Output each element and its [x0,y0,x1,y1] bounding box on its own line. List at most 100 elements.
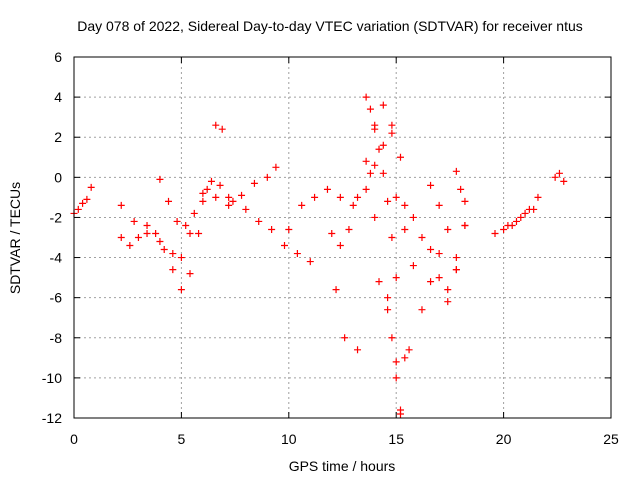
data-point [461,221,469,229]
data-point [504,221,512,229]
data-point [392,358,400,366]
data-point [375,145,383,153]
data-point [530,205,538,213]
series-13 [452,167,469,205]
data-point [392,274,400,282]
data-point [379,101,387,109]
data-point [285,225,293,233]
y-tick-label: -8 [50,330,63,346]
data-point [427,246,435,254]
data-point [371,213,379,221]
x-tick-label: 25 [603,431,619,447]
x-tick-label: 0 [70,431,78,447]
series-7 [328,101,396,250]
data-point [281,242,289,250]
data-point [323,185,331,193]
data-point [216,181,224,189]
data-point [452,254,460,262]
x-tick-label: 10 [281,431,297,447]
data-point [143,221,151,229]
y-tick-label: 6 [54,49,62,65]
data-point [560,177,568,185]
data-point [156,175,164,183]
data-point [491,229,499,237]
x-axis-label: GPS time / hours [289,458,396,474]
data-point [156,238,164,246]
data-point [212,121,220,129]
data-point [444,225,452,233]
data-point [268,225,276,233]
y-tick-label: 0 [54,169,62,185]
data-point [225,201,233,209]
data-point [293,250,301,258]
plot-frame [73,56,612,419]
data-point [272,163,280,171]
x-tick-label: 5 [178,431,186,447]
y-axis-label: SDTVAR / TECUs [7,182,23,294]
data-point [435,274,443,282]
data-point [512,217,520,225]
data-point [341,334,349,342]
data-point [409,213,417,221]
data-point [444,286,452,294]
data-point [311,193,319,201]
data-point [396,153,404,161]
data-point [238,191,246,199]
data-point [418,306,426,314]
data-point [366,105,374,113]
data-point [177,286,185,294]
data-point [306,258,314,266]
data-point [392,374,400,382]
chart-title: Day 078 of 2022, Sidereal Day-to-day VTE… [77,18,583,34]
data-point [207,177,215,185]
data-point [435,201,443,209]
x-tick-labels: 0 5 10 15 20 25 [70,431,619,447]
data-point [182,221,190,229]
data-point [345,225,353,233]
data-point [444,298,452,306]
data-point [160,246,168,254]
data-point [384,306,392,314]
data-point [396,410,404,418]
data-point [126,242,134,250]
y-tick-label: 2 [54,129,62,145]
data-point [83,195,91,203]
data-point [366,169,374,177]
data-point [435,250,443,258]
data-point [401,354,409,362]
data-point [79,199,87,207]
data-point [384,294,392,302]
data-point [74,205,82,213]
series-4 [156,175,233,229]
data-point [354,193,362,201]
data-point [521,209,529,217]
data-point [354,346,362,354]
data-point [388,129,396,137]
data-point [452,167,460,175]
series-16 [551,169,568,185]
data-point [177,254,185,262]
data-point [186,229,194,237]
data-point [388,234,396,241]
data-point [165,197,173,205]
axis-ticks [73,56,612,419]
data-point [362,185,370,193]
data-point [409,262,417,270]
data-point [186,270,194,278]
series-14 [491,193,542,237]
data-point [388,334,396,342]
series-3 [117,163,280,262]
data-point [117,201,125,209]
data-point [328,229,336,237]
y-tick-label: -10 [42,370,62,386]
data-point [195,229,203,237]
data-point [225,193,233,201]
data-point [263,173,271,181]
data-point [190,209,198,217]
data-point [212,193,220,201]
data-point [427,181,435,189]
y-tick-label: -6 [50,290,63,306]
data-point [551,173,559,181]
data-point [152,229,160,237]
